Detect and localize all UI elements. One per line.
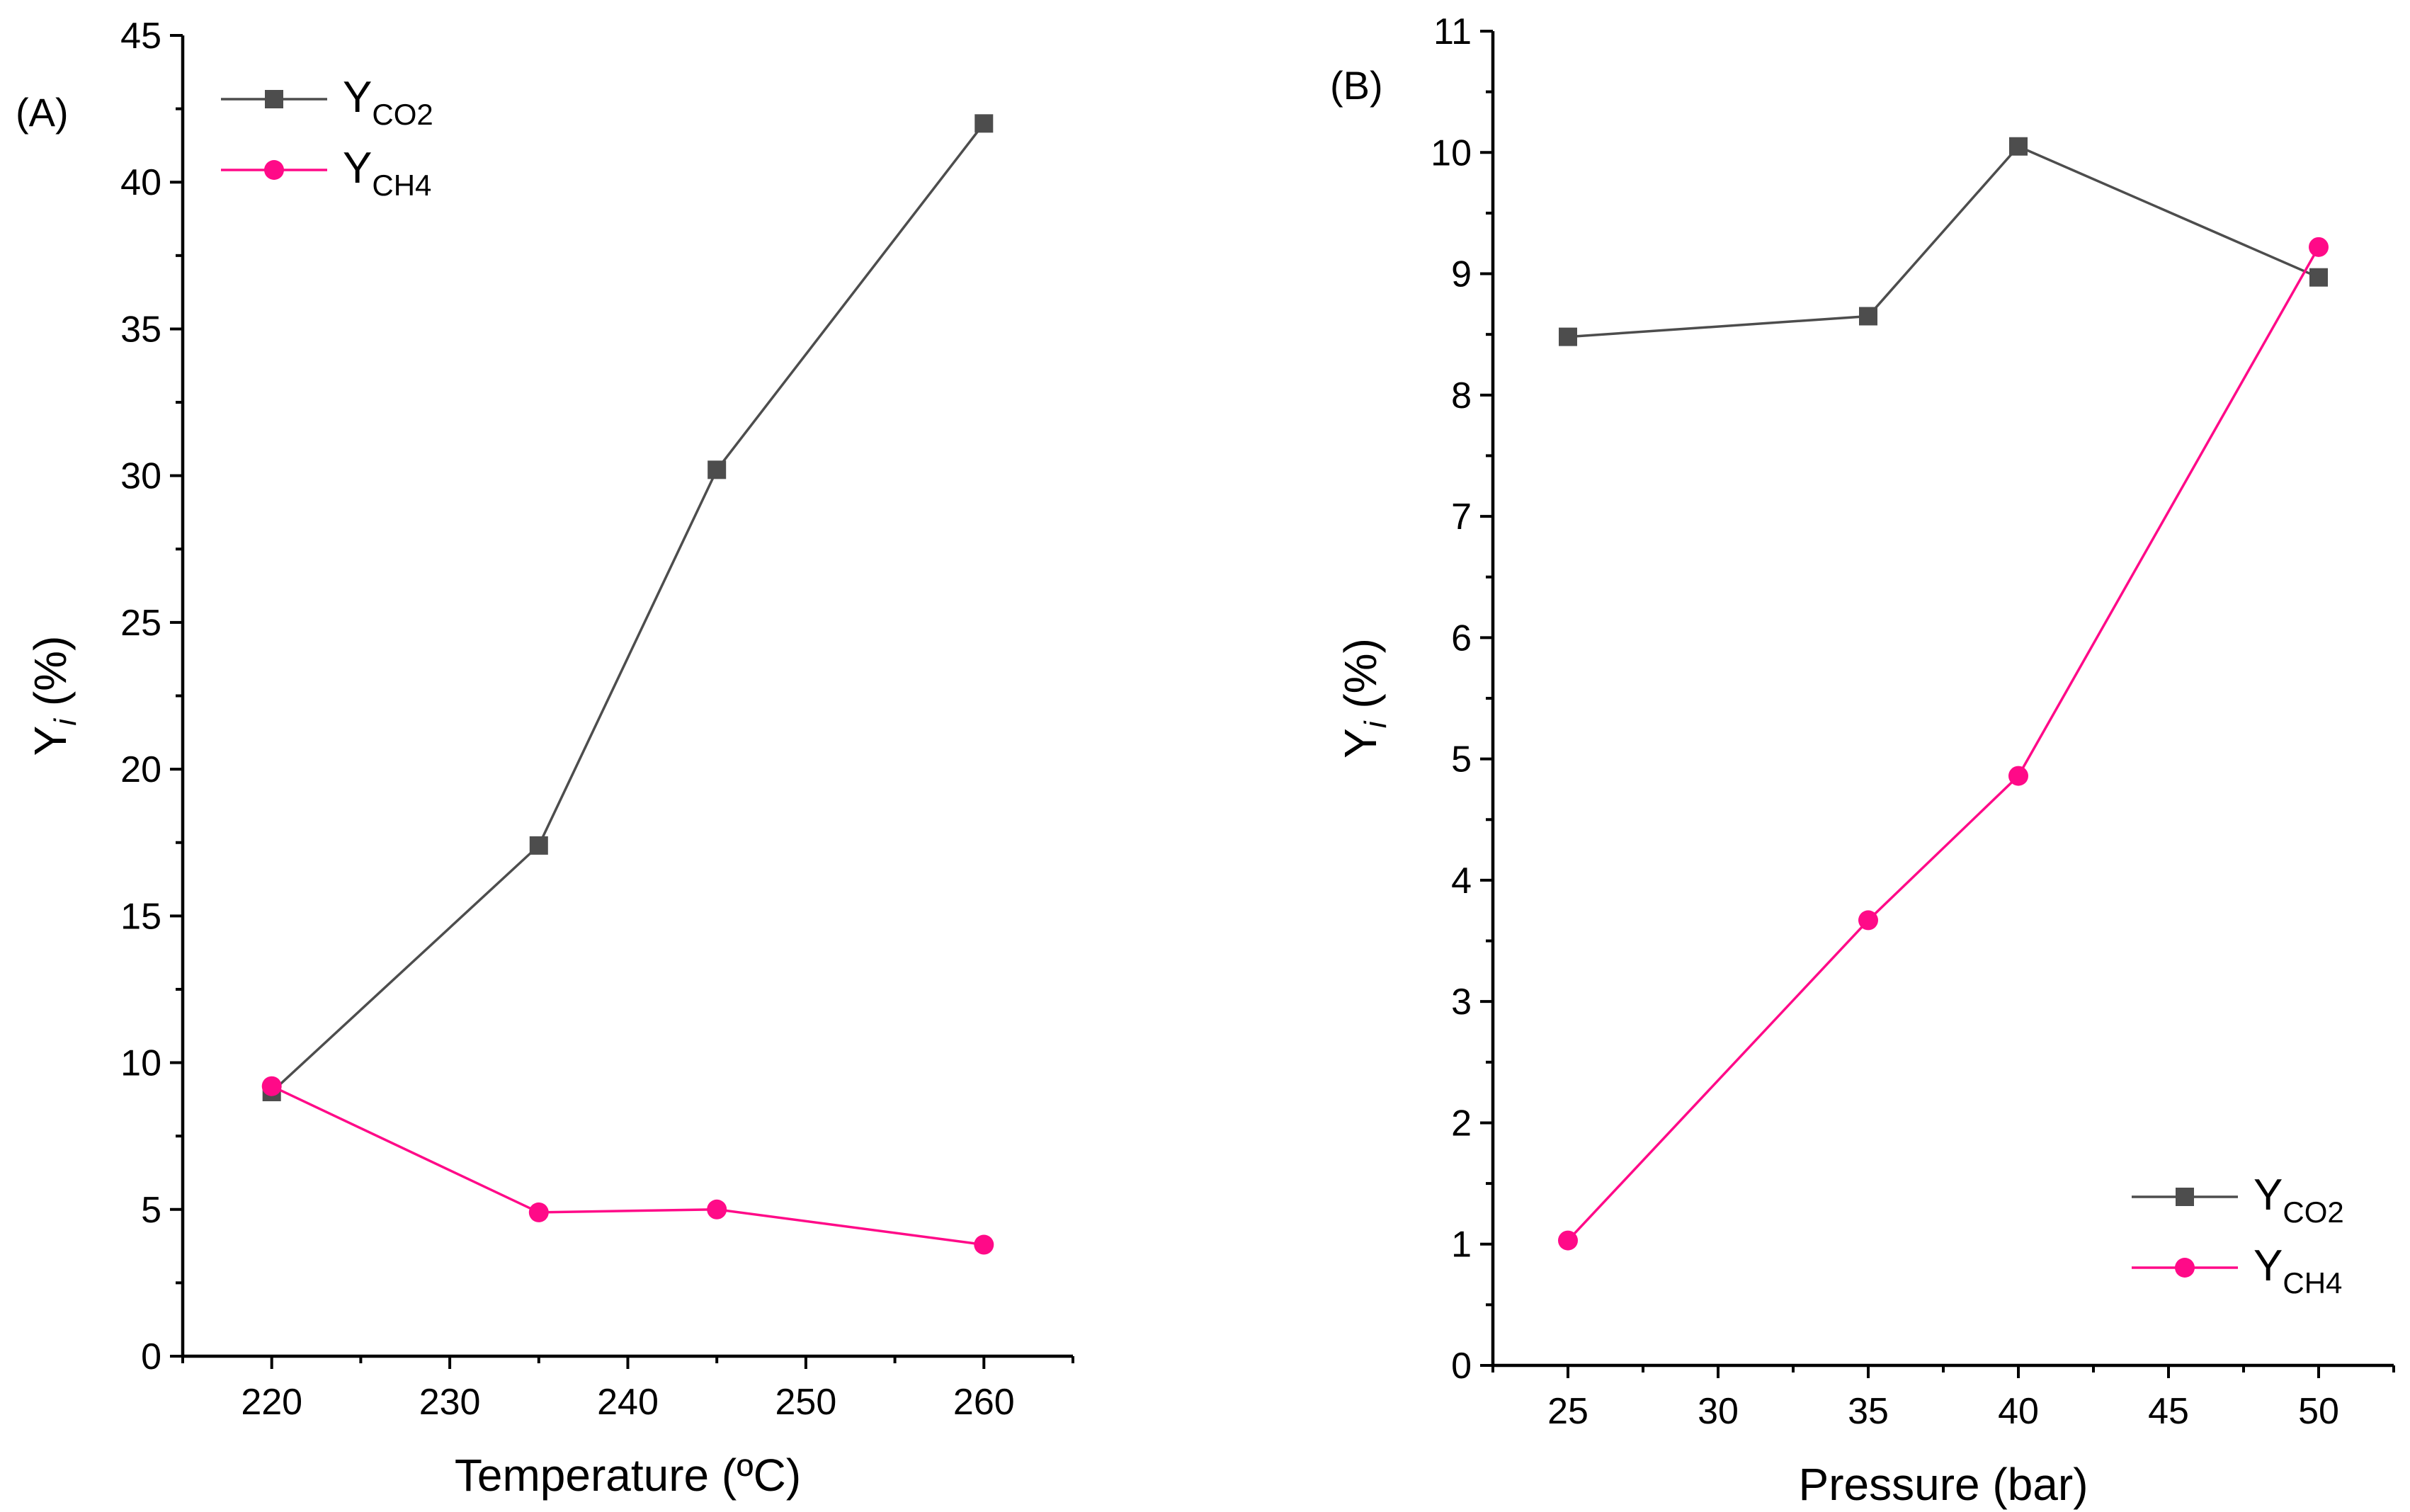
x-tick-label: 230 <box>419 1382 481 1423</box>
y-tick-label: 6 <box>1451 618 1472 659</box>
legend-label-ch4: YCH4 <box>343 144 431 202</box>
y-tick-label: 45 <box>120 16 161 57</box>
y-tick-label: 5 <box>141 1190 161 1231</box>
panel-label: (B) <box>1330 63 1383 108</box>
data-point-ch4 <box>1858 910 1878 931</box>
data-point-ch4 <box>2008 766 2028 786</box>
x-tick-label: 35 <box>1848 1391 1889 1432</box>
x-tick-label: 250 <box>775 1382 837 1423</box>
legend: YCO2 YCH4 <box>221 73 433 202</box>
x-axis-title: Temperature (ºC) <box>455 1450 801 1501</box>
y-axis-title: Yi (%) <box>1335 638 1393 758</box>
legend-label-co2: YCO2 <box>343 73 433 131</box>
y-tick-label: 11 <box>1433 11 1472 52</box>
series-line-ch4 <box>271 1085 984 1246</box>
y-tick-label: 35 <box>120 309 161 350</box>
data-point-co2 <box>2309 268 2328 287</box>
y-axis-title: Yi (%) <box>25 636 83 756</box>
legend-marker-co2 <box>2176 1188 2194 1206</box>
legend-label-co2: YCO2 <box>2253 1171 2344 1229</box>
data-point-co2 <box>707 460 727 479</box>
data-point-ch4 <box>2309 237 2329 257</box>
x-tick-label: 50 <box>2298 1391 2339 1432</box>
series-line-ch4 <box>1567 246 2320 1241</box>
data-point-ch4 <box>707 1199 727 1220</box>
x-tick-label: 30 <box>1698 1391 1739 1432</box>
y-tick-label: 3 <box>1451 982 1472 1023</box>
y-tick-label: 25 <box>120 603 161 644</box>
panel-label: (A) <box>16 90 69 135</box>
legend-marker-ch4 <box>2175 1258 2195 1278</box>
legend-marker-ch4 <box>264 160 284 180</box>
y-tick-label: 40 <box>120 162 161 203</box>
y-tick-label: 30 <box>120 456 161 497</box>
y-tick-label: 5 <box>1451 739 1472 780</box>
y-tick-label: 0 <box>1451 1346 1472 1387</box>
y-tick-label: 15 <box>120 896 161 937</box>
x-tick-label: 240 <box>597 1382 659 1423</box>
data-point-ch4 <box>261 1076 282 1096</box>
series-line-co2 <box>1567 144 2319 339</box>
data-point-co2 <box>974 114 994 133</box>
y-tick-label: 4 <box>1451 860 1472 902</box>
data-point-co2 <box>1559 327 1577 346</box>
y-tick-label: 2 <box>1451 1103 1472 1144</box>
y-tick-label: 7 <box>1451 496 1472 538</box>
y-tick-label: 10 <box>1431 132 1472 174</box>
data-point-co2 <box>1859 307 1877 326</box>
y-tick-label: 20 <box>120 749 161 790</box>
y-tick-label: 8 <box>1451 375 1472 416</box>
y-tick-label: 0 <box>141 1336 161 1377</box>
data-point-ch4 <box>528 1202 549 1222</box>
data-point-ch4 <box>1558 1230 1578 1251</box>
x-tick-label: 45 <box>2148 1391 2189 1432</box>
x-tick-label: 260 <box>953 1382 1015 1423</box>
data-point-co2 <box>2009 137 2028 156</box>
y-tick-label: 9 <box>1451 254 1472 295</box>
data-point-co2 <box>529 836 548 855</box>
data-point-ch4 <box>974 1234 994 1255</box>
panel-a-temperature-chart: 0 5 10 15 20 25 30 35 40 45 220 230 240 250 260 Tempera… <box>16 16 1074 1501</box>
x-tick-label: 25 <box>1547 1391 1588 1432</box>
legend-label-ch4: YCH4 <box>2253 1241 2342 1300</box>
legend-marker-co2 <box>265 90 283 108</box>
legend: YCO2 YCH4 <box>2132 1171 2344 1300</box>
x-tick-label: 40 <box>1998 1391 2039 1432</box>
x-axis-title: Pressure (bar) <box>1799 1459 2088 1510</box>
y-tick-label: 10 <box>120 1043 161 1084</box>
x-tick-label: 220 <box>241 1382 302 1423</box>
y-tick-label: 1 <box>1451 1224 1472 1266</box>
series-line-co2 <box>271 123 985 1093</box>
